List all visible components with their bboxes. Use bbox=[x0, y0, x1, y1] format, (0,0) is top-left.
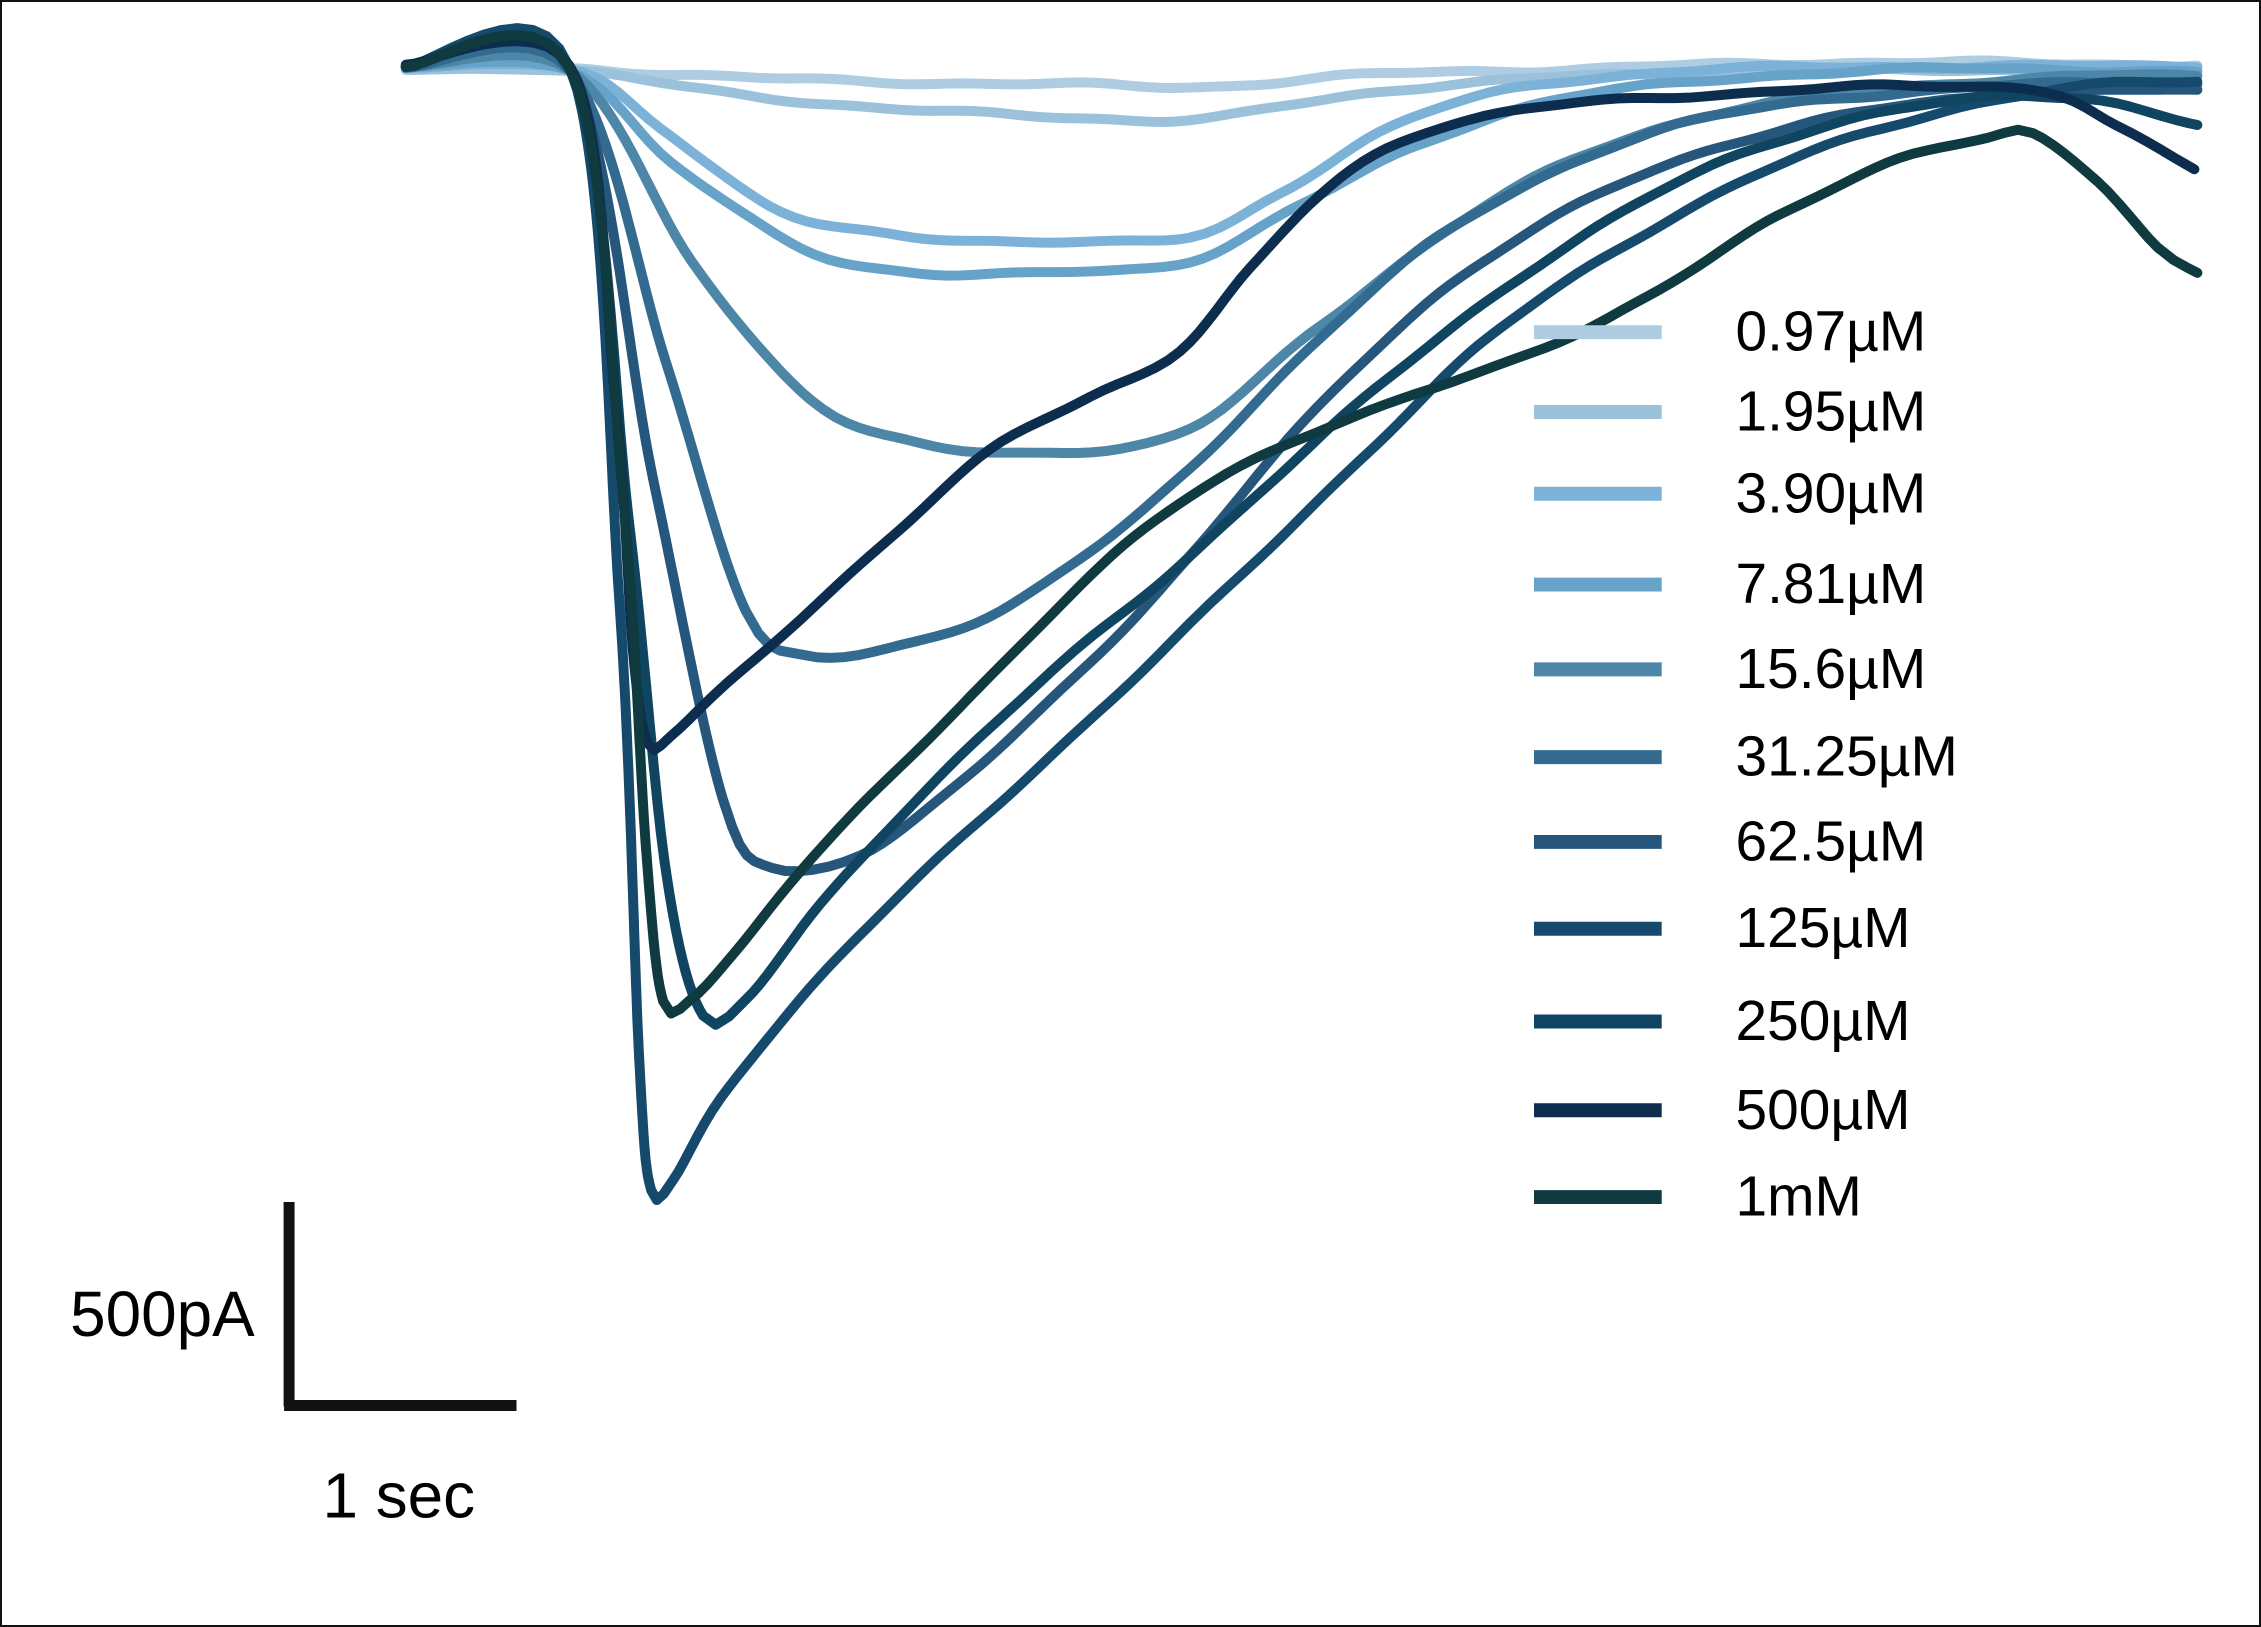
legend-label-3.90µM: 3.90µM bbox=[1736, 462, 1927, 525]
legend-label-250µM: 250µM bbox=[1736, 990, 1911, 1053]
horizontal-scalebar-label: 1 sec bbox=[323, 1459, 476, 1531]
trace-group bbox=[400, 23, 2203, 1206]
scale-bars: 500pA 1 sec bbox=[70, 1202, 517, 1531]
legend-label-0.97µM: 0.97µM bbox=[1736, 301, 1927, 364]
trace-7.81µM bbox=[400, 56, 2203, 281]
legend-label-7.81µM: 7.81µM bbox=[1736, 553, 1927, 616]
trace-31.25µM bbox=[400, 42, 2203, 663]
vertical-scalebar-label: 500pA bbox=[70, 1278, 255, 1350]
trace-125µM bbox=[400, 23, 2203, 1206]
trace-62.5µM bbox=[400, 32, 2203, 877]
legend-label-1mM: 1mM bbox=[1736, 1166, 1862, 1229]
legend-label-1.95µM: 1.95µM bbox=[1736, 380, 1927, 443]
legend-label-31.25µM: 31.25µM bbox=[1736, 726, 1958, 789]
legend-label-15.6µM: 15.6µM bbox=[1736, 638, 1927, 701]
legend-label-125µM: 125µM bbox=[1736, 897, 1911, 960]
trace-1mM bbox=[400, 30, 2203, 1019]
trace-15.6µM bbox=[400, 49, 2203, 458]
legend-label-500µM: 500µM bbox=[1736, 1079, 1911, 1142]
legend: 0.97µM 1.95µM 3.90µM 7.81µM 15.6µM 31.25µM 62.… bbox=[1534, 301, 1958, 1229]
legend-label-62.5µM: 62.5µM bbox=[1736, 810, 1927, 873]
